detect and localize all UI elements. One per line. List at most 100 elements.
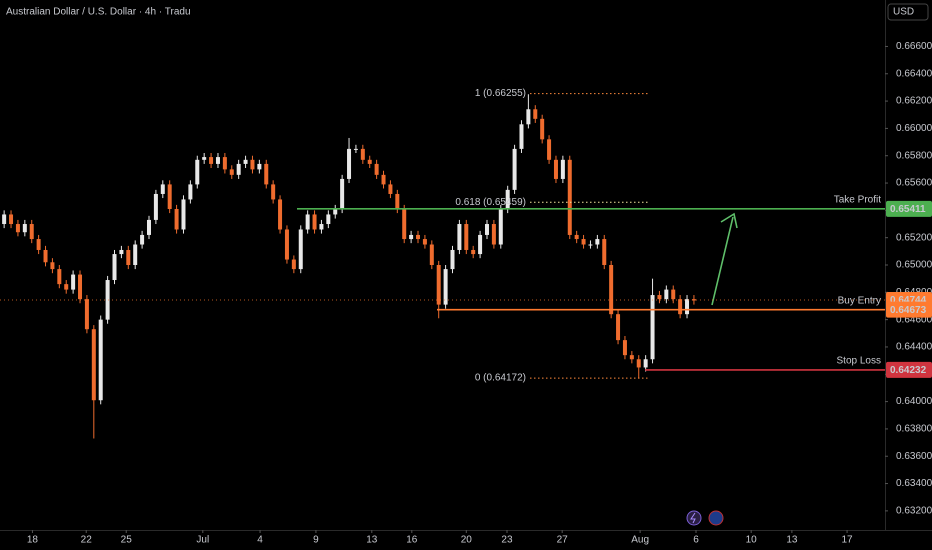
- x-tick-label: Jul: [196, 535, 209, 546]
- x-tick-label: 20: [461, 535, 473, 546]
- candle-body: [174, 208, 179, 230]
- candle-body: [457, 224, 462, 250]
- candle-body: [395, 193, 400, 209]
- candle-body: [657, 295, 662, 300]
- lightning-icon: [690, 512, 696, 524]
- candle-body: [553, 159, 558, 179]
- y-tick-label: 0.63200: [896, 506, 932, 517]
- candle-body: [602, 239, 607, 265]
- x-tick-label: 23: [501, 535, 513, 546]
- currency-box[interactable]: [887, 3, 929, 21]
- candle-body: [560, 159, 565, 179]
- candle-body: [678, 299, 683, 315]
- candle-body: [650, 295, 655, 360]
- x-tick-label: 18: [27, 535, 39, 546]
- candle-body: [547, 139, 552, 160]
- candle-body: [526, 109, 531, 125]
- y-tick-label: 0.64000: [896, 396, 932, 407]
- level-label: Take Profit: [834, 194, 881, 205]
- x-tick-label: 9: [313, 535, 319, 546]
- x-tick-label: 27: [557, 535, 569, 546]
- candle-body: [353, 148, 358, 150]
- x-tick-label: 4: [257, 535, 263, 546]
- candle-body: [195, 159, 200, 185]
- flag-icon[interactable]: [708, 510, 724, 526]
- candle-body: [257, 163, 262, 170]
- fib-label: 0.618 (0.65459): [455, 197, 526, 208]
- candle-body: [284, 229, 289, 260]
- candle-body: [333, 208, 338, 215]
- candle-body: [326, 214, 331, 225]
- candle-body: [9, 214, 14, 225]
- candle-body: [609, 265, 614, 315]
- candle-body: [222, 157, 227, 170]
- candle-body: [464, 224, 469, 250]
- y-tick-label: 0.63400: [896, 478, 932, 489]
- candle-body: [588, 244, 593, 246]
- candle-body: [250, 159, 255, 170]
- candle-body: [43, 249, 48, 263]
- candle-body: [271, 184, 276, 200]
- stop-loss-tag-label: 0.64232: [890, 365, 927, 376]
- y-tick-label: 0.64400: [896, 342, 932, 353]
- x-tick-label: 13: [366, 535, 378, 546]
- candle-body: [622, 340, 627, 356]
- candle-body: [533, 109, 538, 119]
- candle-body: [484, 224, 489, 235]
- candle-body: [498, 208, 503, 245]
- candle-body: [691, 299, 696, 301]
- currency: USD: [893, 7, 914, 18]
- candle-body: [671, 289, 676, 300]
- candle-body: [22, 224, 27, 233]
- candle-body: [478, 234, 483, 255]
- candle-body: [402, 208, 407, 240]
- x-tick-label: 17: [841, 535, 853, 546]
- candle-body: [595, 239, 600, 245]
- candle-body: [209, 157, 214, 164]
- candle-body: [71, 274, 76, 290]
- candle-body: [581, 239, 586, 245]
- candle-body: [574, 234, 579, 240]
- candle-body: [416, 234, 421, 240]
- x-tick-label: 25: [121, 535, 133, 546]
- candle-body: [91, 329, 96, 401]
- candle-body: [243, 159, 248, 164]
- candle-body: [567, 159, 572, 235]
- y-tick-label: 0.66000: [896, 123, 932, 134]
- y-tick-label: 0.65600: [896, 178, 932, 189]
- candle-body: [146, 219, 151, 235]
- candle-body: [312, 214, 317, 230]
- event-icon[interactable]: [686, 510, 702, 526]
- candle-body: [105, 280, 110, 320]
- candle-body: [29, 224, 34, 240]
- candle-body: [140, 234, 145, 245]
- candle-body: [229, 169, 234, 175]
- candle-body: [264, 163, 269, 185]
- candle-body: [422, 239, 427, 245]
- candle-body: [450, 249, 455, 270]
- candle-body: [2, 214, 7, 225]
- candle-body: [181, 199, 186, 230]
- candle-body: [278, 199, 283, 230]
- y-tick-label: 0.63800: [896, 424, 932, 435]
- fib-label: 1 (0.66255): [475, 88, 526, 99]
- candle-body: [388, 184, 393, 194]
- candle-body: [505, 189, 510, 209]
- candle-body: [664, 289, 669, 300]
- y-tick-label: 0.65200: [896, 232, 932, 243]
- candle-body: [112, 254, 117, 281]
- candle-body: [629, 355, 634, 360]
- candle-body: [616, 314, 621, 341]
- candle-body: [78, 274, 83, 300]
- candle-body: [347, 148, 352, 179]
- x-tick-label: Aug: [631, 535, 649, 546]
- y-tick-label: 0.65800: [896, 150, 932, 161]
- arrow: [711, 216, 734, 306]
- candle-body: [98, 319, 103, 401]
- fib-label: 0 (0.64172): [475, 373, 526, 384]
- y-tick-label: 0.66200: [896, 96, 932, 107]
- x-tick-label: 10: [746, 535, 758, 546]
- candle-body: [643, 359, 648, 368]
- candle-body: [381, 174, 386, 185]
